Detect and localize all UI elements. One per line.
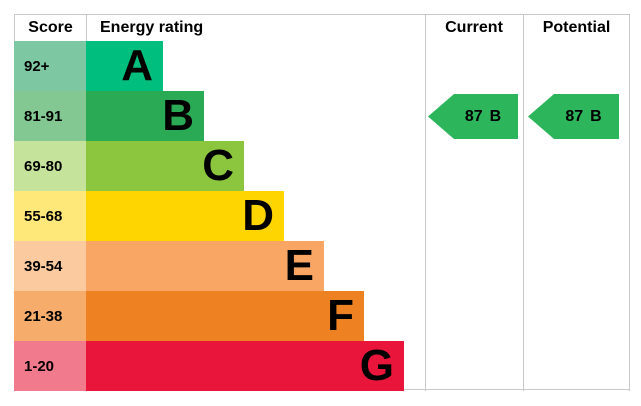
band-row-c: 69-80 C <box>14 141 425 191</box>
current-rating-letter: B <box>489 107 502 125</box>
band-row-d: 55-68 D <box>14 191 425 241</box>
current-rating-value: 87 <box>464 107 483 125</box>
potential-rating-letter: B <box>590 107 602 125</box>
band-row-g: 1-20 G <box>14 341 425 391</box>
score-range-e: 39-54 <box>14 241 86 291</box>
band-bar-c: C <box>86 141 244 191</box>
band-row-e: 39-54 E <box>14 241 425 291</box>
chart-right-border <box>629 15 630 391</box>
score-column-header: Score <box>14 15 86 41</box>
band-bar-b: B <box>86 91 204 141</box>
potential-rating-arrow: 87 B <box>528 94 619 139</box>
score-range-d: 55-68 <box>14 191 86 241</box>
current-rating-arrow: 87 B <box>428 94 518 139</box>
current-column-header: Current <box>445 19 503 36</box>
energy-rating-column-header: Energy rating <box>100 19 204 36</box>
chart-header-row: Score Energy rating Current Potential <box>14 15 630 41</box>
score-range-c: 69-80 <box>14 141 86 191</box>
band-bar-d: D <box>86 191 284 241</box>
score-range-g: 1-20 <box>14 341 86 391</box>
score-column-divider <box>86 15 87 41</box>
potential-rating-value: 87 <box>565 107 584 125</box>
potential-column-divider <box>523 15 524 391</box>
energy-bands: 92+ A 81-91 B 69-80 C 55-68 D 39-54 E 21… <box>14 41 425 391</box>
band-row-f: 21-38 F <box>14 291 425 341</box>
score-range-b: 81-91 <box>14 91 86 141</box>
band-row-a: 92+ A <box>14 41 425 91</box>
score-range-f: 21-38 <box>14 291 86 341</box>
band-bar-f: F <box>86 291 364 341</box>
potential-column-header: Potential <box>542 19 611 36</box>
epc-energy-rating-chart: Score Energy rating Current Potential 92… <box>14 14 630 391</box>
current-column-divider <box>425 15 426 391</box>
band-bar-g: G <box>86 341 404 391</box>
band-bar-e: E <box>86 241 324 291</box>
band-row-b: 81-91 B <box>14 91 425 141</box>
band-bar-a: A <box>86 41 163 91</box>
score-range-a: 92+ <box>14 41 86 91</box>
